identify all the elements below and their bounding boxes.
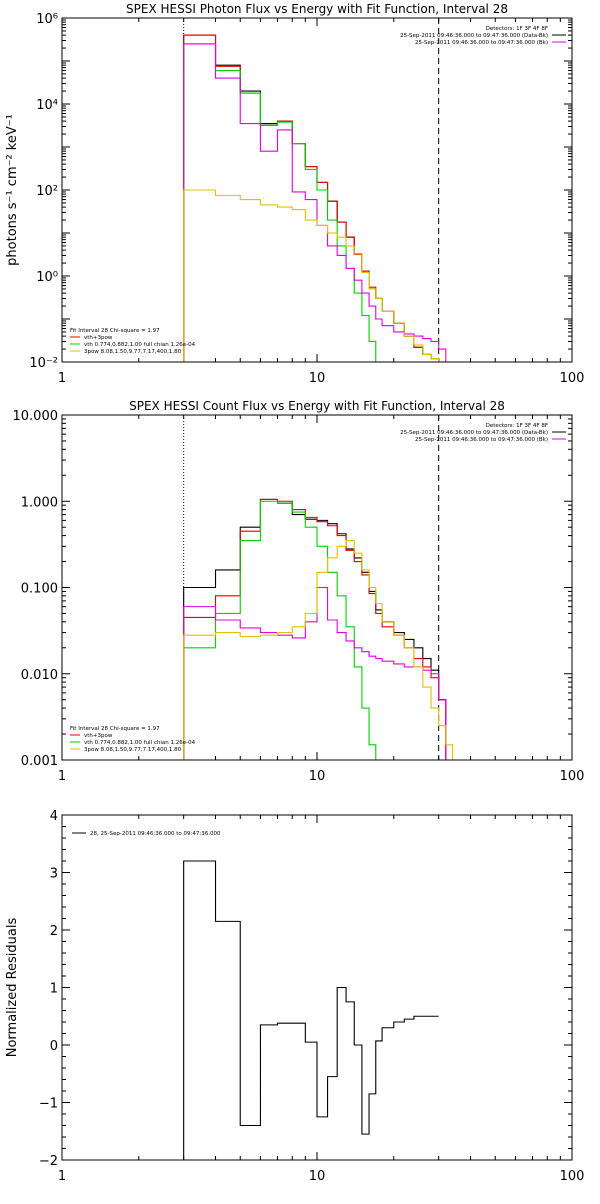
y-tick-label: 0.001 xyxy=(21,754,58,769)
plot-frame xyxy=(61,814,573,1161)
chart-panel-2: SPEX HESSI Count Flux vs Energy with Fit… xyxy=(13,399,585,784)
y-tick-label: 3 xyxy=(50,867,58,882)
y-tick-label: −2 xyxy=(39,1154,58,1169)
series-line-green xyxy=(183,500,377,760)
plot-frame xyxy=(61,17,573,363)
chart-title: SPEX HESSI Photon Flux vs Energy with Fi… xyxy=(126,2,508,16)
y-tick-label: 2 xyxy=(50,924,58,939)
annotation-text: Detectors: 1F 3F 4F 8F xyxy=(486,26,548,32)
y-tick-label: 10.000 xyxy=(13,409,59,424)
series-line-red xyxy=(183,34,447,362)
legend-entry: 3pow 8.08,1.50,9.77,7.17,400,1.80 xyxy=(84,747,182,753)
series-line-red xyxy=(183,498,447,760)
x-tick-label: 10 xyxy=(309,1169,326,1184)
series-line-black xyxy=(183,498,447,760)
annotation-text: Detectors: 1F 3F 4F 8F xyxy=(486,423,548,429)
series-line-black xyxy=(183,860,439,1160)
y-tick-label: 10⁴ xyxy=(36,98,58,113)
legend-entry: vth+3pow xyxy=(84,733,113,739)
annotation-text: 25-Sep-2011 09:46:36.000 to 09:47:36.000… xyxy=(415,437,548,443)
x-tick-label: 100 xyxy=(560,1169,585,1184)
series-line-magenta xyxy=(183,43,447,362)
series-line-yellow xyxy=(183,540,454,760)
annotation-text: 25-Sep-2011 09:46:36.000 to 09:47:36.000… xyxy=(415,40,548,46)
annotation-text: 25-Sep-2011 09:46:36.000 to 09:47:36.000… xyxy=(400,430,548,436)
annotation-text: 25-Sep-2011 09:46:36.000 to 09:47:36.000… xyxy=(400,33,548,39)
y-tick-label: 0.100 xyxy=(21,582,58,597)
chart-panel-1: SPEX HESSI Photon Flux vs Energy with Fi… xyxy=(5,2,584,386)
y-axis-label: photons s⁻¹ cm⁻² keV⁻¹ xyxy=(5,114,20,266)
series-line-magenta xyxy=(183,586,447,760)
y-tick-label: 1 xyxy=(50,982,58,997)
legend-entry: vth 0.774,0.882,1.00 full chian 1.26e-04 xyxy=(84,740,196,746)
x-tick-label: 10 xyxy=(309,371,326,386)
legend-entry: vth+3pow xyxy=(84,335,113,341)
y-tick-label: 4 xyxy=(50,809,58,824)
y-tick-label: 0.010 xyxy=(21,668,58,683)
y-axis-label: Normalized Residuals xyxy=(5,918,20,1058)
series-line-yellow xyxy=(183,189,440,362)
x-tick-label: 10 xyxy=(309,769,326,784)
y-tick-label: 10² xyxy=(36,184,58,199)
y-tick-label: 0 xyxy=(50,1039,58,1054)
x-tick-label: 1 xyxy=(58,1169,66,1184)
x-tick-label: 1 xyxy=(58,371,66,386)
y-tick-label: 10⁰ xyxy=(36,270,58,285)
legend-entry: 28, 25-Sep-2011 09:46:36.000 to 09:47:36… xyxy=(90,831,221,837)
x-tick-label: 100 xyxy=(560,371,585,386)
y-tick-label: 1.000 xyxy=(21,495,58,510)
y-tick-label: 10⁻² xyxy=(29,356,58,371)
series-line-black xyxy=(183,34,440,362)
x-tick-label: 100 xyxy=(560,769,585,784)
plot-frame xyxy=(61,414,573,761)
legend-entry: vth 0.774,0.882,1.00 full chian 1.26e-04 xyxy=(84,342,196,348)
legend-entry: 3pow 8.08,1.50,9.77,7.17,400,1.80 xyxy=(84,349,182,355)
fit-legend-header: Fit Interval 28 Chi-square = 1.97 xyxy=(70,726,160,732)
y-tick-label: −1 xyxy=(39,1097,58,1112)
chart-panel-3: Normalized Residuals 1 10 100 −2 −1 0 1 2 3 4 28, 2… xyxy=(5,809,584,1184)
chart-title: SPEX HESSI Count Flux vs Energy with Fit… xyxy=(129,399,505,413)
y-tick-label: 10⁶ xyxy=(36,12,58,27)
x-tick-label: 1 xyxy=(58,769,66,784)
series-line-green xyxy=(183,43,383,362)
fit-legend-header: Fit Interval 28 Chi-square = 1.97 xyxy=(70,328,160,334)
